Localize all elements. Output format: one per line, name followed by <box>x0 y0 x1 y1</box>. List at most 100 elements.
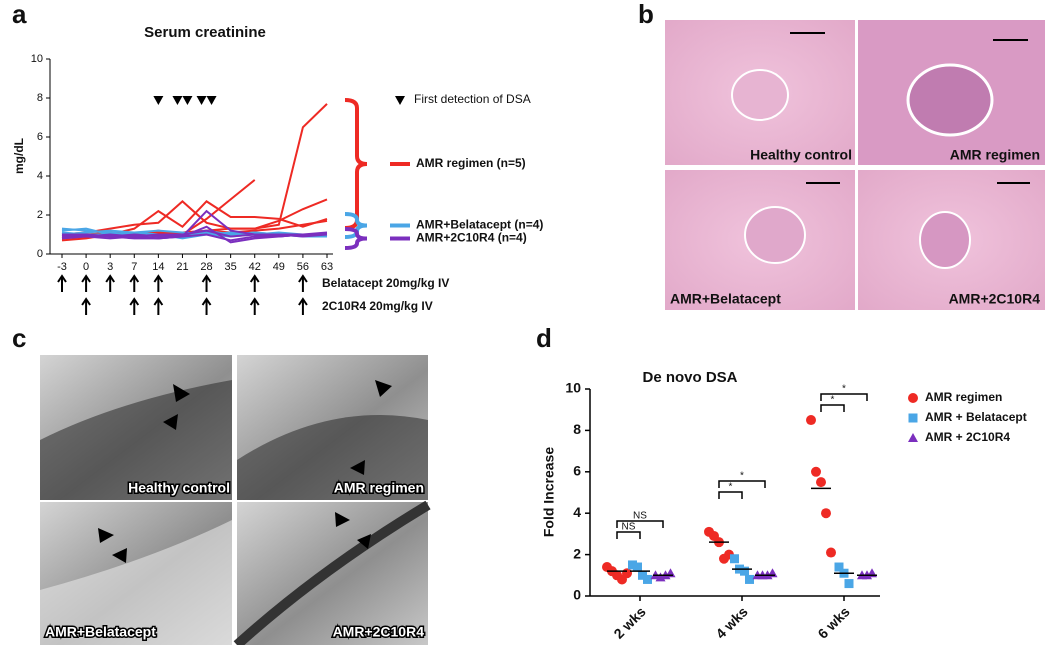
y-tick-label: 10 <box>565 380 581 396</box>
x-tick-label: -3 <box>57 261 67 273</box>
x-tick-label: 28 <box>200 261 212 273</box>
histology-panels: Healthy control AMR regimen AMR+Belatace… <box>665 20 1045 310</box>
y-tick-label: 2 <box>37 209 43 221</box>
data-point <box>638 570 647 580</box>
significance-label: * <box>740 471 744 482</box>
dose-arrow <box>249 297 260 315</box>
y-tick-label: 4 <box>37 170 43 182</box>
image-caption: AMR regimen <box>950 147 1040 163</box>
x-tick-label: 6 wks <box>814 603 852 641</box>
membrane <box>40 520 232 645</box>
arrowhead <box>112 548 127 563</box>
dose-arrow <box>249 274 260 292</box>
dsa-marker <box>172 96 183 105</box>
x-tick-label: 56 <box>297 261 309 273</box>
legend-label: AMR+2C10R4 (n=4) <box>416 231 527 245</box>
y-tick-label: 8 <box>573 421 581 437</box>
data-line <box>61 103 328 240</box>
x-tick-label: 63 <box>321 261 333 273</box>
arrowhead <box>375 380 392 397</box>
x-tick-label: 42 <box>249 261 261 273</box>
nucleus <box>40 380 232 500</box>
image-caption: AMR+Belatacept <box>45 624 156 640</box>
panel-label: b <box>638 0 654 29</box>
glomerulus <box>906 63 994 137</box>
data-line <box>62 225 327 244</box>
dose-arrow <box>81 274 91 292</box>
y-tick-label: 6 <box>573 463 581 479</box>
data-point <box>622 568 632 579</box>
data-point <box>826 547 836 558</box>
image-caption: AMR+2C10R4 <box>949 291 1041 307</box>
significance-bracket <box>616 520 664 528</box>
x-tick-label: 3 <box>107 261 113 273</box>
dose-arrow <box>153 274 164 292</box>
data-line <box>61 198 328 236</box>
significance-label: NS <box>633 511 647 522</box>
significance-bracket <box>820 404 845 412</box>
data-point <box>628 560 637 570</box>
panel-label: d <box>536 323 552 353</box>
glomerulus <box>731 69 789 121</box>
significance-bracket <box>718 491 743 499</box>
data-point <box>844 579 854 589</box>
dose-arrow <box>57 274 67 292</box>
y-tick-label: 2 <box>573 545 581 561</box>
legend-marker <box>908 433 918 442</box>
data-point <box>811 466 821 477</box>
image-caption: Healthy control <box>128 480 230 496</box>
dose-arrow <box>298 297 308 315</box>
dose-arrow <box>153 297 164 315</box>
dsa-marker <box>182 96 193 105</box>
dose-arrow <box>105 274 116 292</box>
x-tick-label: 4 wks <box>712 603 750 641</box>
dose-arrow <box>129 274 140 292</box>
y-axis-label: mg/dL <box>12 138 26 174</box>
significance-bracket <box>616 531 641 539</box>
x-tick-label: 7 <box>131 261 137 273</box>
data-point <box>816 477 826 488</box>
data-point <box>633 562 642 572</box>
em-panels: Healthy control AMR regimen AMR+Belatace… <box>40 355 431 645</box>
image-caption: AMR+2C10R4 <box>333 624 425 640</box>
significance-bracket <box>820 393 868 401</box>
legend-label: AMR regimen (n=5) <box>416 156 526 170</box>
dose-arrow <box>81 297 91 315</box>
y-tick-label: 6 <box>37 131 43 143</box>
panel-label: c <box>12 323 26 353</box>
arrowhead <box>98 528 114 543</box>
arrowhead <box>163 414 178 430</box>
legend-label: AMR regimen <box>925 390 1002 404</box>
panel-label: a <box>12 0 27 29</box>
image-caption: AMR+Belatacept <box>670 291 781 307</box>
dsa-marker <box>206 96 217 105</box>
legend-label: AMR+Belatacept (n=4) <box>416 218 543 232</box>
significance-bracket <box>718 480 766 488</box>
chart-title: Serum creatinine <box>144 24 266 41</box>
x-tick-label: 14 <box>152 261 164 273</box>
significance-label: * <box>842 384 846 395</box>
y-axis-label: Fold Increase <box>541 447 557 537</box>
nucleus <box>237 415 428 500</box>
data-point <box>745 574 754 584</box>
dsa-marker <box>196 96 207 105</box>
data-point <box>821 508 831 519</box>
data-point <box>730 554 739 564</box>
arrowhead <box>335 512 350 527</box>
data-point <box>643 574 652 584</box>
y-tick-label: 0 <box>573 587 581 603</box>
dose-arrow <box>129 297 140 315</box>
data-point <box>806 415 816 426</box>
membrane <box>233 500 431 645</box>
significance-label: NS <box>622 522 636 533</box>
dose-arrow <box>201 297 212 315</box>
legend-label: First detection of DSA <box>414 92 531 106</box>
arrowhead <box>173 384 190 402</box>
dose-arrow <box>298 274 308 292</box>
image-caption: Healthy control <box>750 147 852 163</box>
group-bracket <box>344 98 368 230</box>
legend-marker <box>908 413 918 423</box>
significance-label: * <box>729 482 733 493</box>
group-bracket <box>344 227 368 250</box>
